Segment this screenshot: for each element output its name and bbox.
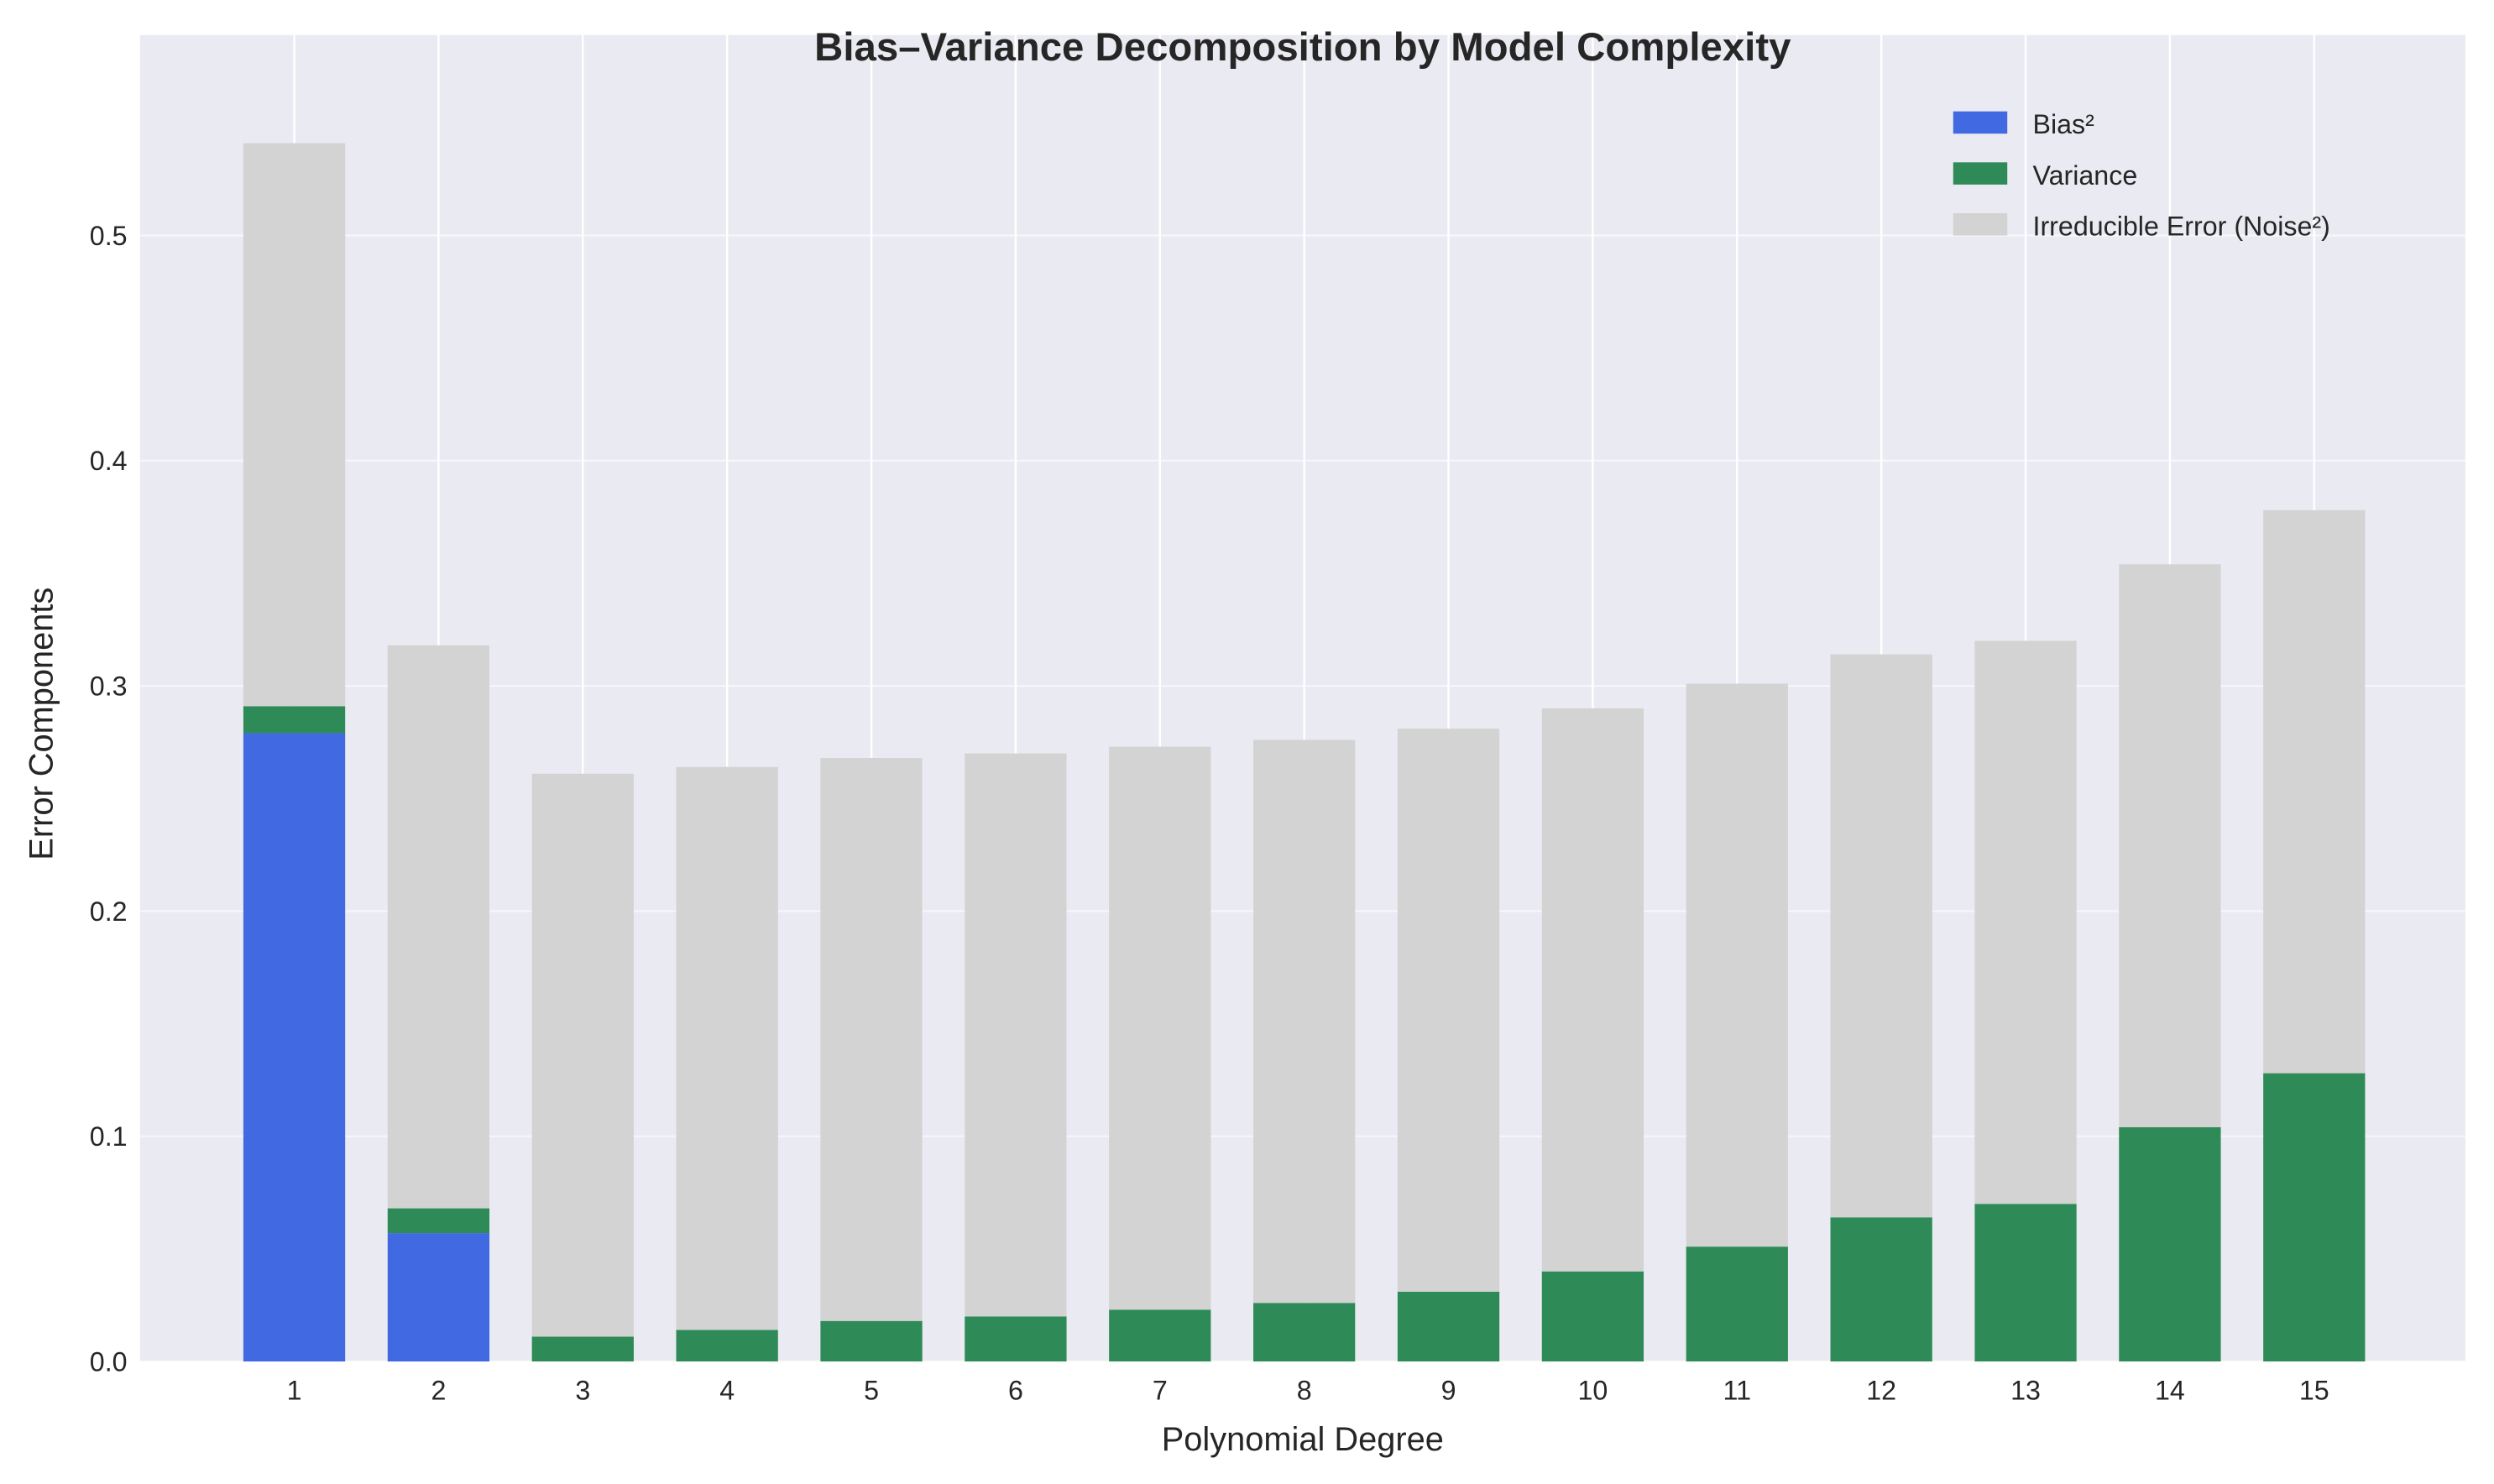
bar-variance-11: [1686, 1246, 1788, 1362]
bar-variance-2: [387, 1208, 490, 1234]
y-tick-label: 0.1: [90, 1121, 128, 1152]
y-tick-label: 0.0: [90, 1346, 128, 1377]
bar-noise-7: [1109, 746, 1211, 1310]
bar-noise-8: [1253, 739, 1356, 1304]
bar-noise-11: [1686, 683, 1788, 1247]
legend-swatch: [1953, 111, 2008, 134]
bar-variance-14: [2119, 1126, 2221, 1362]
bar-variance-3: [531, 1336, 634, 1362]
x-tick-label: 5: [864, 1375, 879, 1405]
legend-label: Irreducible Error (Noise²): [2033, 212, 2330, 242]
bar-noise-12: [1830, 654, 1932, 1218]
bar-bias-1: [243, 733, 346, 1362]
bar-variance-9: [1397, 1291, 1500, 1362]
bar-variance-12: [1830, 1217, 1932, 1362]
bar-variance-13: [1974, 1204, 2077, 1362]
bar-variance-8: [1253, 1303, 1356, 1362]
bar-noise-15: [2263, 509, 2366, 1074]
legend: Bias² Variance Irreducible Error (Noise²): [1953, 109, 2330, 242]
y-tick-label: 0.2: [90, 896, 128, 927]
x-tick-label: 13: [2010, 1375, 2041, 1405]
bar-noise-1: [243, 143, 346, 707]
x-tick-label: 15: [2299, 1375, 2329, 1405]
legend-swatch: [1953, 212, 2008, 236]
bar-noise-9: [1397, 729, 1500, 1292]
bar-variance-6: [965, 1316, 1067, 1362]
y-tick-label: 0.4: [90, 446, 128, 476]
bar-noise-6: [965, 753, 1067, 1317]
x-tick-label: 4: [719, 1375, 735, 1405]
x-tick-label: 11: [1723, 1375, 1751, 1405]
y-axis-label: Error Components: [24, 588, 60, 860]
x-tick-label: 9: [1441, 1375, 1456, 1405]
y-tick-label: 0.3: [90, 671, 128, 702]
bar-noise-14: [2119, 564, 2221, 1127]
chart-title: Bias–Variance Decomposition by Model Com…: [814, 25, 1791, 70]
y-tick-label: 0.5: [90, 221, 128, 251]
x-tick-label: 14: [2155, 1375, 2185, 1405]
bar-noise-5: [820, 757, 923, 1321]
bar-variance-7: [1109, 1309, 1211, 1362]
bar-noise-10: [1541, 708, 1644, 1272]
legend-label: Variance: [2033, 160, 2138, 191]
x-tick-label: 1: [287, 1375, 302, 1405]
x-tick-label: 7: [1153, 1375, 1168, 1405]
bar-noise-3: [531, 773, 634, 1337]
bar-noise-4: [676, 766, 778, 1330]
x-tick-label: 2: [431, 1375, 446, 1405]
x-tick-label: 6: [1008, 1375, 1023, 1405]
bar-variance-10: [1541, 1271, 1644, 1362]
x-tick-label: 12: [1866, 1375, 1896, 1405]
legend-label: Bias²: [2033, 109, 2095, 139]
bar-variance-5: [820, 1320, 923, 1362]
x-tick-label: 10: [1577, 1375, 1608, 1405]
legend-swatch: [1953, 162, 2008, 185]
bar-variance-15: [2263, 1073, 2366, 1362]
x-tick-label: 3: [575, 1375, 590, 1405]
x-axis-label: Polynomial Degree: [1162, 1421, 1444, 1458]
bar-variance-1: [243, 706, 346, 734]
x-tick-label: 8: [1297, 1375, 1312, 1405]
bar-noise-2: [387, 645, 490, 1209]
bar-bias-2: [387, 1233, 490, 1362]
bar-variance-4: [676, 1330, 778, 1362]
bar-noise-13: [1974, 640, 2077, 1204]
